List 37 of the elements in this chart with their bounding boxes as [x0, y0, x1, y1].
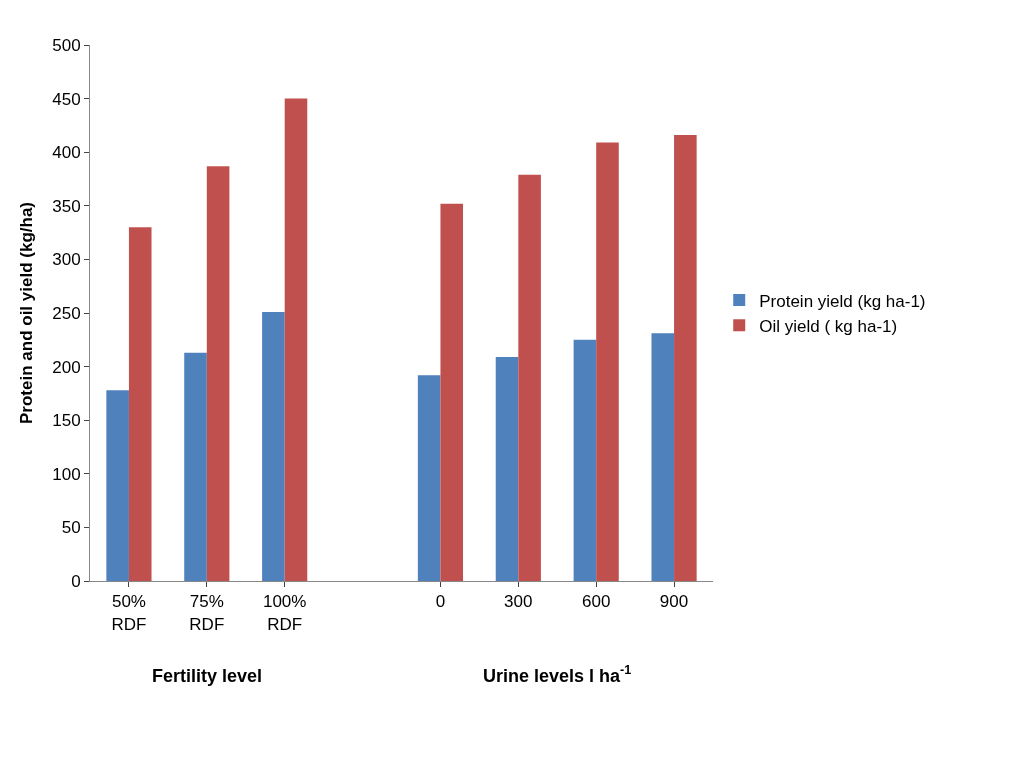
y-tick-label: 450: [52, 89, 81, 109]
y-tick-label: 200: [52, 357, 81, 377]
bar: [106, 390, 129, 581]
x-tick-label: 600: [582, 592, 611, 612]
bar: [184, 352, 207, 581]
bar: [596, 142, 619, 581]
bar: [440, 203, 464, 581]
bar: [262, 311, 285, 581]
x-tick-label: 0: [435, 592, 446, 612]
x-tick-label: 50% RDF: [111, 592, 147, 634]
legend-label: Oil yield ( kg ha-1): [759, 316, 898, 336]
legend-label: Protein yield (kg ha-1): [759, 291, 926, 311]
bar: [573, 339, 597, 581]
y-tick-label: 300: [52, 250, 81, 270]
x-tick-label: 900: [659, 592, 689, 612]
x-tick-label: 300: [504, 592, 533, 612]
bar: [495, 356, 519, 581]
x-tick-label: 100% RDF: [262, 592, 307, 634]
y-axis-title: Protein and oil yield (kg/ha): [16, 202, 36, 424]
y-tick-label: 100: [52, 464, 81, 484]
bar: [284, 98, 308, 581]
text: Fertility level: [152, 666, 263, 686]
bar: [417, 375, 441, 581]
bar: [674, 135, 697, 581]
bar: [128, 227, 152, 581]
y-tick-label: 50: [61, 518, 81, 538]
text: Urine levels l ha$^{-1}$: [483, 663, 632, 686]
y-tick-label: 250: [52, 303, 81, 323]
bar: [651, 333, 675, 581]
y-tick-label: 350: [52, 196, 81, 216]
bar: [206, 166, 230, 581]
bar: [518, 174, 541, 581]
y-tick-label: 500: [52, 35, 81, 55]
y-tick-label: 400: [52, 143, 81, 163]
x-tick-label: 75% RDF: [189, 592, 225, 634]
y-tick-label: 150: [52, 411, 81, 431]
y-tick-label: 0: [71, 571, 81, 591]
